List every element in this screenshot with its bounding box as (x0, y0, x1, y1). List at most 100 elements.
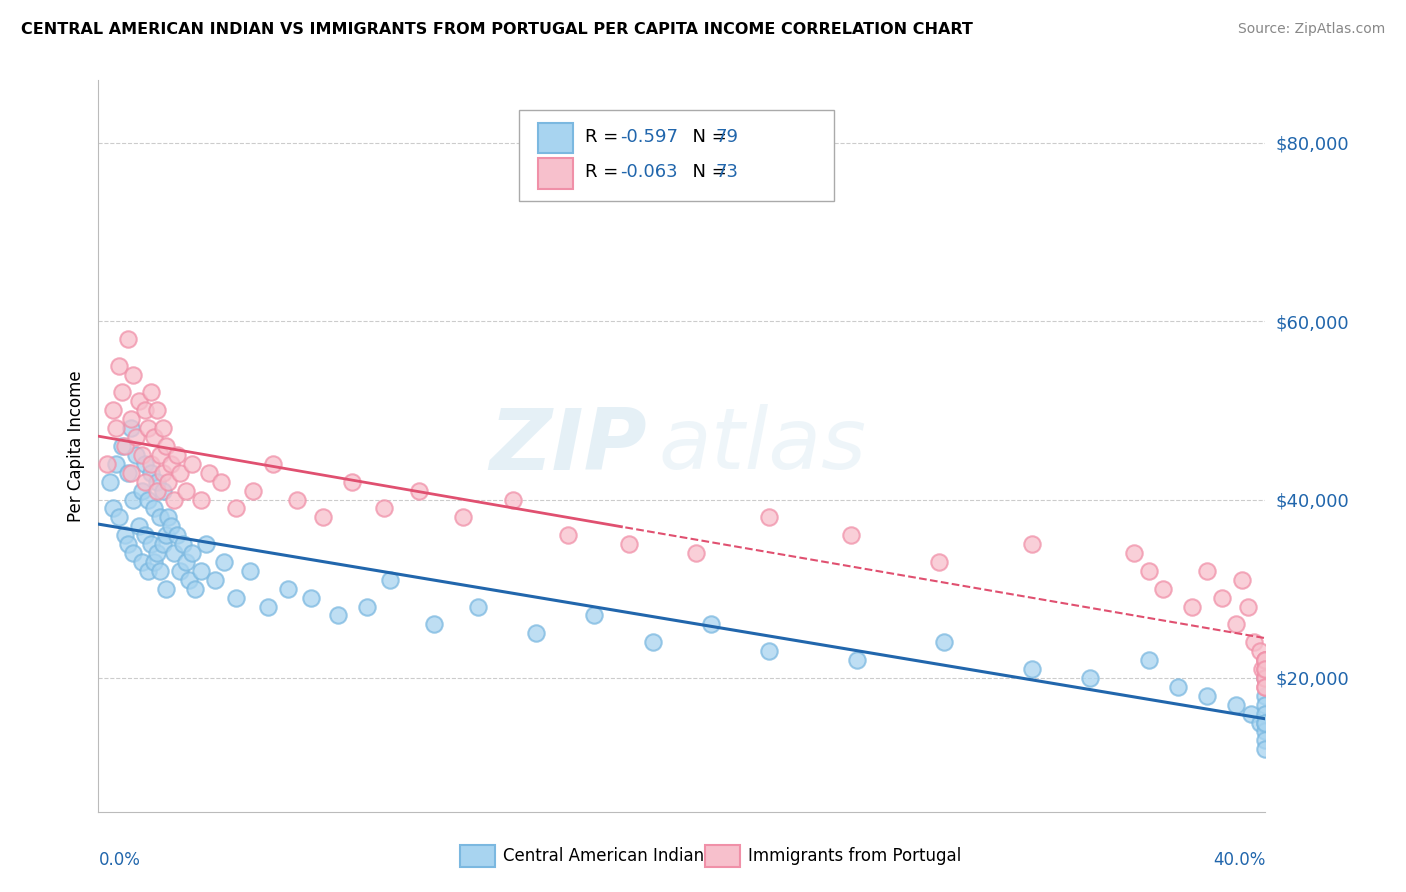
Point (1080, 671, 1102, 685)
Point (155, 439, 177, 453)
Point (114, 528, 136, 542)
Point (174, 483, 197, 498)
Point (1254, 742, 1277, 756)
Point (1254, 698, 1277, 712)
Point (1181, 599, 1204, 614)
Point (101, 501, 124, 516)
Point (117, 466, 139, 480)
Point (195, 537, 218, 551)
Point (380, 573, 402, 587)
Point (149, 448, 172, 462)
Text: Source: ZipAtlas.com: Source: ZipAtlas.com (1237, 22, 1385, 37)
Text: atlas: atlas (658, 404, 866, 488)
Point (190, 564, 212, 578)
Point (1251, 662, 1274, 676)
Point (125, 430, 148, 444)
Point (1225, 698, 1247, 712)
Point (142, 501, 165, 516)
Point (114, 439, 136, 453)
Point (152, 466, 174, 480)
Point (180, 457, 202, 471)
Point (174, 555, 197, 569)
Point (136, 564, 159, 578)
Point (169, 466, 191, 480)
Text: ZIP: ZIP (489, 404, 647, 488)
Point (131, 483, 153, 498)
Point (128, 519, 150, 533)
Point (125, 448, 148, 462)
Point (928, 555, 950, 569)
Point (1254, 680, 1277, 694)
Point (180, 546, 202, 560)
Point (1254, 653, 1277, 667)
Point (1249, 644, 1271, 658)
Point (1237, 599, 1260, 614)
Point (583, 608, 606, 623)
Point (256, 599, 278, 614)
Point (1240, 706, 1263, 721)
Point (166, 448, 188, 462)
Point (183, 582, 205, 596)
Point (163, 492, 186, 507)
Point (1254, 653, 1277, 667)
Point (111, 439, 134, 453)
Point (408, 483, 430, 498)
Point (225, 591, 247, 605)
Text: R =: R = (585, 128, 624, 146)
Point (101, 403, 124, 417)
Point (122, 546, 145, 560)
Point (277, 582, 299, 596)
Point (166, 528, 188, 542)
Point (209, 475, 232, 489)
Point (120, 466, 142, 480)
Point (1243, 635, 1265, 649)
Point (146, 546, 169, 560)
Point (122, 492, 145, 507)
Point (146, 403, 169, 417)
Point (136, 421, 159, 435)
Point (146, 483, 169, 498)
Point (262, 457, 284, 471)
Text: 79: 79 (716, 128, 738, 146)
Point (1254, 715, 1277, 730)
Point (131, 555, 153, 569)
Point (163, 546, 186, 560)
Point (242, 483, 264, 498)
Point (846, 653, 869, 667)
Text: Central American Indians: Central American Indians (503, 847, 713, 864)
Point (326, 608, 349, 623)
Point (152, 537, 174, 551)
Point (204, 573, 226, 587)
Point (1254, 680, 1277, 694)
Point (142, 430, 165, 444)
Point (108, 359, 131, 373)
Point (117, 332, 139, 346)
Point (1254, 733, 1277, 747)
Point (641, 635, 664, 649)
Point (136, 492, 159, 507)
Point (1230, 573, 1253, 587)
Point (1254, 671, 1277, 685)
Point (700, 617, 723, 632)
Point (104, 421, 127, 435)
Point (104, 457, 127, 471)
Point (524, 626, 547, 640)
Point (1254, 671, 1277, 685)
Point (423, 617, 446, 632)
Point (557, 528, 579, 542)
Point (128, 394, 150, 409)
Point (1021, 662, 1043, 676)
Bar (460, 845, 495, 867)
Point (142, 555, 165, 569)
Point (139, 537, 162, 551)
Point (146, 475, 169, 489)
Point (117, 537, 139, 551)
Point (122, 368, 145, 382)
Point (155, 582, 177, 596)
Point (1152, 582, 1174, 596)
Point (1021, 537, 1043, 551)
FancyBboxPatch shape (519, 110, 834, 201)
Point (190, 492, 212, 507)
Point (1249, 715, 1271, 730)
Point (212, 555, 235, 569)
